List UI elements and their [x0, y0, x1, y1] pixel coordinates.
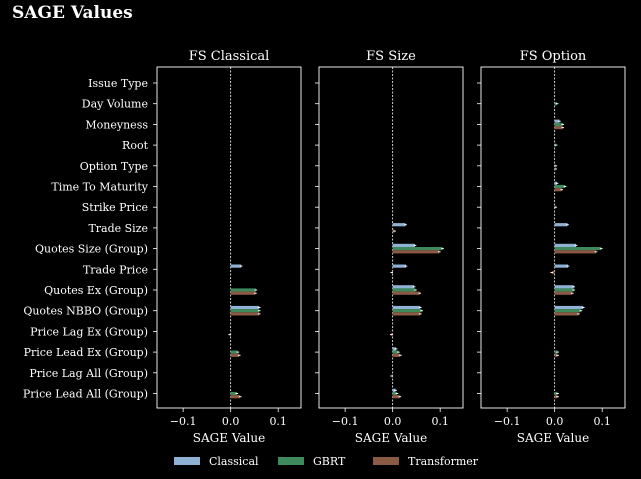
- x-axis-label: SAGE Value: [193, 431, 265, 445]
- category-label-quotes-nbbo-group: Quotes NBBO (Group): [23, 305, 148, 318]
- legend-swatch-classical: [174, 457, 200, 465]
- bar-transformer-price-lead-ex-group: [392, 353, 401, 357]
- category-label-quotes-ex-group: Quotes Ex (Group): [44, 284, 148, 297]
- bar-classical-price-lead-ex-group: [392, 347, 396, 351]
- bar-classical-trade-size: [392, 223, 406, 227]
- bar-gbrt-price-lead-all-group: [554, 391, 558, 396]
- bar-gbrt-moneyness: [554, 122, 563, 126]
- bar-classical-trade-price: [392, 264, 406, 268]
- legend: Classical GBRT Transformer: [174, 455, 479, 468]
- category-label-option-type: Option Type: [80, 160, 148, 173]
- bar-gbrt-price-lead-ex-group: [230, 350, 238, 354]
- x-tick-label: −0.1: [494, 415, 521, 428]
- bar-transformer-quotes-size-group: [392, 250, 440, 254]
- bar-classical-quotes-nbbo-group: [230, 305, 260, 310]
- panel-frame: [480, 66, 626, 409]
- bar-gbrt-quotes-size-group: [392, 247, 443, 251]
- category-label-price-lag-ex-group: Price Lag Ex (Group): [30, 325, 148, 338]
- x-axis-label: SAGE Value: [517, 431, 589, 445]
- category-label-root: Root: [122, 139, 149, 152]
- panel-title: FS Size: [366, 49, 416, 64]
- category-label-moneyness: Moneyness: [85, 118, 148, 131]
- x-tick-label: 0.0: [384, 415, 402, 428]
- y-axis-labels: Issue Type Day Volume Moneyness Root Option …: [23, 77, 149, 401]
- category-label-quotes-size-group: Quotes Size (Group): [35, 243, 148, 256]
- bar-gbrt-quotes-ex-group: [392, 288, 416, 292]
- bar-transformer-moneyness: [554, 126, 563, 130]
- legend-label-classical: Classical: [209, 455, 259, 468]
- bar-transformer-quotes-nbbo-group: [230, 312, 260, 316]
- x-tick-label: 0.0: [222, 415, 240, 428]
- bar-gbrt-price-lead-all-group: [392, 391, 397, 396]
- bar-classical-quotes-size-group: [554, 243, 577, 247]
- panel-frame: [318, 66, 464, 409]
- panel-title: FS Option: [520, 49, 587, 64]
- panel-fs-option: FS Option −0.1 0.0 0.1 SAGE Value: [477, 49, 626, 445]
- x-tick-label: 0.1: [593, 415, 611, 428]
- chart-panels: FS Classical −0.1 0.0 0.1 SAGE Value FS Size −…: [153, 49, 626, 445]
- panel-fs-size: FS Size −0.1 0.0 0.1 SAGE Value: [315, 49, 464, 445]
- bar-transformer-time-to-maturity: [554, 188, 562, 192]
- bar-transformer-quotes-ex-group: [554, 291, 573, 295]
- bar-gbrt-quotes-nbbo-group: [230, 309, 260, 313]
- bar-classical-quotes-nbbo-group: [554, 305, 584, 310]
- bar-gbrt-quotes-nbbo-group: [392, 309, 422, 313]
- panel-fs-classical: FS Classical −0.1 0.0 0.1 SAGE Value: [153, 49, 302, 445]
- bar-transformer-trade-price: [551, 270, 555, 275]
- bar-gbrt-price-lead-all-group: [230, 391, 237, 396]
- bar-transformer-quotes-nbbo-group: [554, 312, 579, 316]
- bar-transformer-quotes-nbbo-group: [392, 312, 421, 316]
- bar-transformer-price-lead-all-group: [392, 395, 400, 399]
- bar-classical-quotes-size-group: [392, 243, 415, 247]
- category-label-time-to-maturity: Time To Maturity: [51, 181, 148, 194]
- category-label-price-lag-all-group: Price Lag All (Group): [29, 367, 148, 380]
- bar-gbrt-price-lead-ex-group: [554, 350, 558, 354]
- bar-gbrt-price-lead-ex-group: [392, 350, 399, 354]
- category-label-trade-size: Trade Size: [88, 222, 148, 235]
- category-label-issue-type: Issue Type: [88, 77, 148, 90]
- bar-classical-quotes-ex-group: [392, 285, 415, 289]
- bar-transformer-quotes-size-group: [554, 250, 597, 254]
- bar-classical-trade-price: [230, 264, 242, 268]
- bar-transformer-price-lead-ex-group: [554, 353, 558, 357]
- bar-gbrt-quotes-ex-group: [554, 288, 574, 292]
- category-label-price-lead-all-group: Price Lead All (Group): [23, 388, 148, 401]
- x-tick-label: 0.1: [269, 415, 287, 428]
- bar-classical-price-lead-all-group: [392, 388, 396, 392]
- bar-transformer-price-lead-all-group: [230, 395, 241, 399]
- figure-title: SAGE Values: [12, 3, 133, 23]
- x-axis-label: SAGE Value: [355, 431, 427, 445]
- x-tick-label: 0.1: [431, 415, 449, 428]
- bar-gbrt-quotes-nbbo-group: [554, 309, 581, 313]
- legend-label-transformer: Transformer: [408, 455, 479, 468]
- bar-classical-quotes-nbbo-group: [392, 305, 421, 310]
- legend-label-gbrt: GBRT: [313, 455, 346, 468]
- category-label-trade-price: Trade Price: [83, 263, 148, 276]
- category-label-day-volume: Day Volume: [82, 98, 148, 111]
- bar-classical-quotes-ex-group: [554, 285, 574, 289]
- bar-classical-trade-price: [554, 264, 568, 268]
- bar-classical-moneyness: [554, 119, 560, 123]
- category-label-price-lead-ex-group: Price Lead Ex (Group): [24, 346, 148, 359]
- legend-swatch-gbrt: [278, 457, 304, 465]
- panel-frame: [156, 66, 302, 409]
- panel-title: FS Classical: [189, 49, 270, 64]
- bar-gbrt-time-to-maturity: [554, 184, 566, 189]
- legend-swatch-transformer: [373, 457, 399, 465]
- bar-transformer-quotes-ex-group: [392, 291, 420, 295]
- x-tick-label: 0.0: [546, 415, 564, 428]
- x-tick-label: −0.1: [332, 415, 359, 428]
- bar-classical-trade-size: [554, 223, 568, 227]
- bar-gbrt-quotes-ex-group: [230, 288, 256, 292]
- bar-transformer-price-lead-ex-group: [230, 353, 240, 357]
- bar-transformer-price-lead-all-group: [554, 395, 558, 399]
- bar-transformer-quotes-ex-group: [230, 291, 256, 295]
- bar-gbrt-quotes-size-group: [554, 247, 602, 251]
- x-tick-label: −0.1: [170, 415, 197, 428]
- category-label-strike-price: Strike Price: [82, 201, 148, 214]
